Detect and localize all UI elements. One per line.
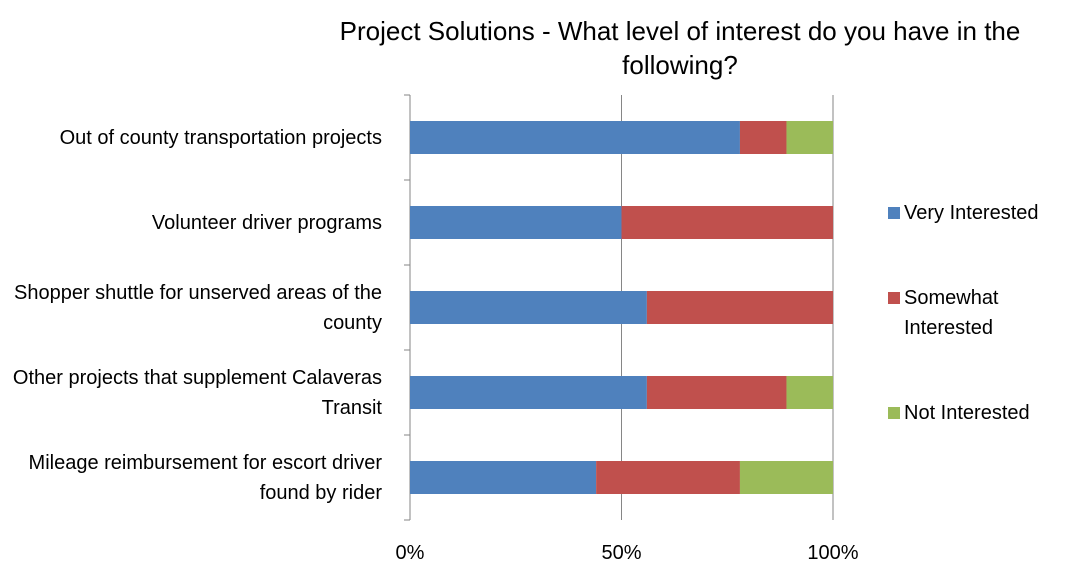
- bar-segment: [786, 376, 833, 409]
- bar-segment: [410, 206, 622, 239]
- legend-label: Not Interested: [904, 402, 1030, 424]
- bar-segment: [410, 461, 597, 494]
- x-tick-label: 0%: [395, 542, 425, 564]
- y-tick-label: Other projects that supplement Calaveras…: [12, 366, 382, 419]
- bar-segment: [786, 121, 833, 154]
- bar-segment: [646, 376, 787, 409]
- y-tick-label: Volunteer driver programs: [151, 211, 382, 234]
- bar-segment: [410, 376, 647, 409]
- y-tick-label: Mileage reimbursement for escort driver …: [28, 451, 382, 504]
- x-tick-label: 50%: [601, 542, 642, 564]
- legend-swatch: [888, 407, 900, 419]
- bar-segment: [646, 291, 833, 324]
- bar-segment: [410, 121, 740, 154]
- legend-label: Very Interested: [904, 202, 1039, 224]
- bar-segment: [621, 206, 833, 239]
- y-tick-label: Out of county transportation projects: [59, 126, 382, 149]
- legend-swatch: [888, 207, 900, 219]
- legend-item: Somewhat Interested: [888, 283, 1088, 343]
- bar-segment: [410, 291, 647, 324]
- bar-segment: [739, 121, 787, 154]
- x-tick-label: 100%: [807, 542, 859, 564]
- legend-swatch: [888, 292, 900, 304]
- y-tick-label: Shopper shuttle for unserved areas of th…: [13, 281, 382, 334]
- chart-title: Project Solutions - What level of intere…: [339, 16, 1021, 80]
- legend-item: Very Interested: [888, 198, 1088, 228]
- bar-segment: [739, 461, 833, 494]
- legend-item: Not Interested: [888, 398, 1088, 428]
- bar-segment: [596, 461, 740, 494]
- legend-label: Somewhat Interested: [904, 287, 999, 339]
